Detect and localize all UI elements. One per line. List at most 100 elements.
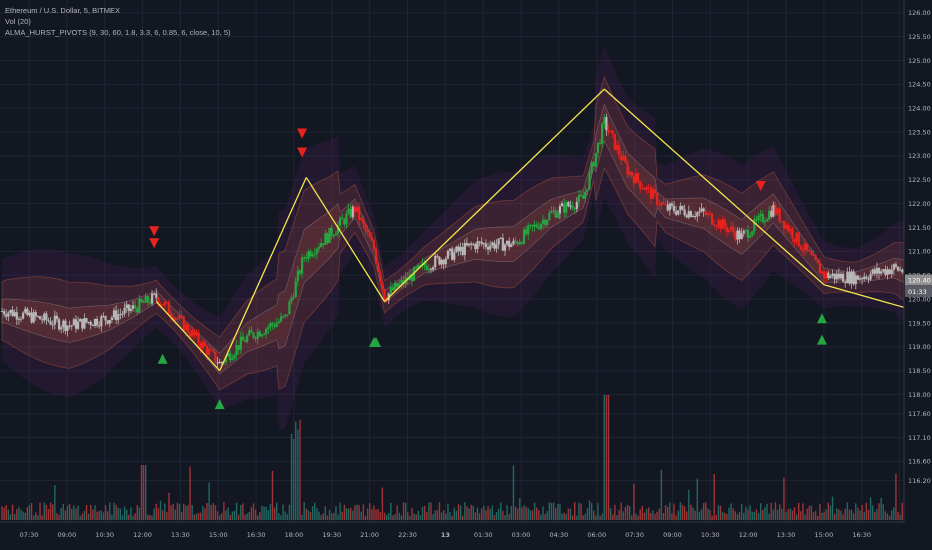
- volume-bar: [626, 504, 629, 520]
- candle-body: [277, 321, 280, 323]
- candle-body: [620, 154, 623, 161]
- volume-bar: [455, 510, 458, 520]
- candle-body: [899, 269, 902, 271]
- candle-body: [89, 321, 92, 325]
- volume-bar: [882, 504, 884, 520]
- volume-bar: [202, 505, 204, 520]
- volume-bar: [766, 503, 768, 520]
- candle-body: [592, 162, 595, 167]
- candle-body: [689, 211, 693, 217]
- volume-bar: [550, 502, 553, 520]
- zigzag-segment: [603, 88, 825, 286]
- candle-body: [757, 216, 760, 221]
- volume-bar: [658, 508, 660, 520]
- candle-body: [317, 247, 321, 249]
- volume-bar: [726, 514, 728, 520]
- volume-bar: [379, 512, 381, 520]
- volume-bar: [660, 469, 663, 520]
- volume-bar: [512, 465, 515, 520]
- candle-body: [87, 321, 90, 323]
- candle-body: [201, 342, 204, 349]
- candle-body: [869, 273, 872, 280]
- candle-body: [216, 362, 219, 364]
- volume-bar: [823, 511, 825, 520]
- candle-body: [205, 346, 209, 355]
- volume-bar: [13, 513, 16, 520]
- candle-body: [296, 270, 299, 282]
- volume-bar: [347, 508, 350, 520]
- volume-bar: [402, 502, 405, 520]
- volume-bar: [533, 502, 536, 520]
- candle-body: [191, 330, 194, 337]
- volume-bar: [895, 473, 897, 520]
- candle-body: [575, 202, 578, 210]
- pivot-high-marker: [297, 128, 308, 139]
- volume-bar: [833, 513, 836, 520]
- volume-bar: [487, 506, 489, 520]
- volume-bar: [73, 505, 75, 520]
- time-tick-label: 16:30: [852, 531, 871, 539]
- candle-body: [740, 233, 743, 240]
- price-axis: 126.00 125.50 125.00 124.50 124.00 123.50 123.…: [903, 0, 932, 550]
- volume-bar: [692, 507, 694, 520]
- volume-bar: [157, 508, 160, 520]
- volume-bar: [597, 503, 599, 520]
- time-tick-label: 10:30: [701, 531, 720, 539]
- volume-bar: [546, 511, 548, 520]
- candle-body: [271, 323, 274, 326]
- current-price-label: 120.40: [908, 276, 931, 284]
- volume-bar: [514, 506, 517, 520]
- candle-body: [573, 208, 576, 210]
- volume-bar: [66, 505, 69, 520]
- volume-bar: [759, 503, 762, 520]
- candle-body: [210, 348, 213, 350]
- candle-body: [258, 331, 261, 337]
- volume-bar: [554, 507, 557, 520]
- candle-body: [188, 332, 192, 337]
- volume-bar: [857, 507, 859, 520]
- candle-body: [15, 312, 18, 320]
- volume-bar: [497, 508, 500, 520]
- candle-body: [64, 320, 67, 331]
- volume-bar: [783, 477, 785, 520]
- candle-body: [658, 204, 661, 206]
- volume-bar: [795, 514, 798, 520]
- candle-body: [797, 232, 800, 247]
- volume-bar: [871, 505, 874, 520]
- candle-body: [410, 274, 414, 281]
- candle-body: [738, 230, 741, 240]
- volume-bar: [193, 514, 196, 520]
- volume-bar: [652, 510, 654, 520]
- candle-body: [744, 229, 747, 232]
- volume-bar: [41, 515, 43, 520]
- volume-bar: [859, 510, 861, 520]
- candle-body: [691, 216, 695, 218]
- volume-bar: [22, 511, 24, 520]
- candle-body: [178, 315, 181, 319]
- volume-bar: [311, 506, 314, 520]
- current-price-tag: [905, 274, 932, 286]
- candle-body: [660, 202, 663, 206]
- volume-bar: [303, 502, 305, 520]
- symbol-title[interactable]: Ethereum / U.S. Dollar, 5, BITMEX: [5, 6, 121, 15]
- volume-bar: [286, 514, 288, 520]
- volume-legend[interactable]: Vol (20): [5, 17, 31, 26]
- candle-body: [398, 283, 401, 288]
- volume-bar: [893, 507, 895, 520]
- volume-bar: [478, 513, 481, 520]
- pivot-high-marker: [149, 238, 160, 249]
- candle-body: [131, 305, 135, 309]
- candle-body: [816, 259, 819, 264]
- volume-bar: [607, 395, 610, 520]
- candle-body: [850, 271, 853, 284]
- volume-bar: [90, 504, 92, 520]
- candle-body: [362, 218, 365, 224]
- candle-body: [656, 193, 659, 205]
- indicator-legend[interactable]: ALMA_HURST_PIVOTS (9, 30, 60, 1.8, 3.3, …: [5, 28, 231, 37]
- volume-bar: [798, 502, 800, 520]
- volume-bar: [24, 512, 26, 520]
- candle-body: [26, 308, 29, 316]
- volume-bar: [673, 503, 675, 520]
- volume-bar: [580, 503, 582, 520]
